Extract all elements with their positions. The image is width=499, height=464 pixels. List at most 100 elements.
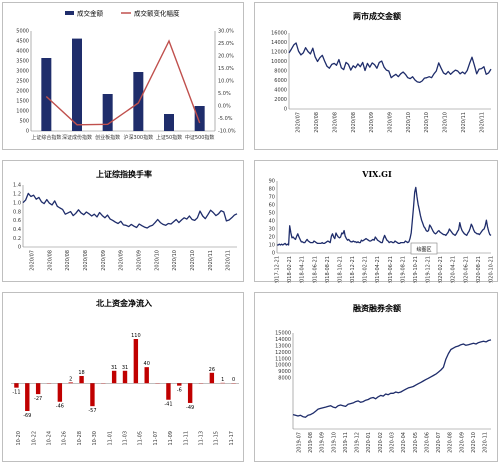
data-label: -57 xyxy=(88,408,96,414)
x-tick-label: 2020-08 xyxy=(448,432,454,453)
data-label: 2 xyxy=(69,376,72,382)
y2-tick-label: -5.0% xyxy=(218,116,233,122)
y-tick-label: 0.2 xyxy=(13,236,21,242)
data-label: -46 xyxy=(56,404,64,410)
x-tick-label: 2019-10-21 xyxy=(413,256,419,283)
legend-label-line: 成交额变化幅度 xyxy=(134,9,180,18)
bar xyxy=(164,114,174,131)
y-tick-label: 3500 xyxy=(16,59,29,65)
bar xyxy=(122,370,128,384)
bar xyxy=(68,382,73,384)
x-tick-label: 10-28 xyxy=(77,431,83,446)
y-tick-label: 12000 xyxy=(271,50,287,56)
y-tick-label: 500 xyxy=(19,119,29,125)
y-tick-label: 50 xyxy=(269,211,275,217)
x-tick-label: 2018-08-21 xyxy=(325,256,331,283)
x-tick-label: 2020-10-21 xyxy=(489,256,495,283)
x-tick-label: 10-20 xyxy=(16,431,22,446)
y-tick-label: 60 xyxy=(269,203,275,209)
data-label: 110 xyxy=(131,333,141,339)
x-tick-label: 2020/10 xyxy=(154,250,160,271)
bar xyxy=(187,383,193,403)
x-tick-label: 11-09 xyxy=(168,431,174,446)
y-tick-label: 2500 xyxy=(16,79,29,85)
x-tick-label: 2020/11 xyxy=(479,112,485,133)
y-tick-label: 90 xyxy=(269,179,275,185)
x-tick-label: 2017-12-21 xyxy=(275,256,281,283)
turnover-line xyxy=(288,42,492,84)
data-label: -27 xyxy=(34,396,42,402)
data-label: 18 xyxy=(78,370,84,376)
y-tick-label: 1.0 xyxy=(13,200,21,206)
x-tick-label: 深证成份指数 xyxy=(62,134,92,141)
bar xyxy=(25,383,30,411)
northbound-flow-chart: 北上资金净流入 -11 -69 -27 -46 2 18 -57 31 31 110 40 -41 -6 -… xyxy=(11,298,239,446)
bar xyxy=(79,376,84,384)
turnover-by-index-chart: 成交金额 成交额变化幅度 0 500 1000 1500 2000 2500 3000 3500 4… xyxy=(16,9,236,142)
x-tick-label: 2019-04-21 xyxy=(375,256,381,283)
x-tick-label: 2020-03 xyxy=(390,432,396,453)
x-tick-label: 2019-10 xyxy=(331,432,337,453)
y2-tick-label: 0.0% xyxy=(218,104,231,110)
y-tick-label: 0.8 xyxy=(13,209,21,215)
chart-panel-turnover-by-index: 成交金额 成交额变化幅度 0 500 1000 1500 2000 2500 3000 3500 4… xyxy=(2,2,244,150)
x-tick-label: 中证500指数 xyxy=(185,134,215,141)
y2-tick-label: 10.0% xyxy=(218,79,234,85)
x-tick-label: 2020-10 xyxy=(471,432,477,453)
y-tick-label: 10000 xyxy=(271,59,287,65)
y2-tick-label: -10.0% xyxy=(218,129,236,135)
data-label: 26 xyxy=(209,367,215,373)
x-tick-label: 2019-12 xyxy=(355,432,361,453)
chart-title: VIX.GI xyxy=(361,169,392,179)
y-tick-label: 11000 xyxy=(275,356,291,362)
x-tick-label: 2020-09 xyxy=(459,432,465,453)
y-tick-label: 14000 xyxy=(271,40,287,46)
y-tick-label: 15000 xyxy=(275,331,291,337)
x-tick-label: 2018-02-21 xyxy=(287,256,293,283)
x-tick-label: 2020-02 xyxy=(378,432,384,453)
x-tick-label: 上证50指数 xyxy=(156,134,182,141)
y-tick-label: 0 xyxy=(26,129,29,135)
y2-tick-label: 25.0% xyxy=(218,41,234,47)
data-label: 31 xyxy=(122,365,128,371)
data-label: -41 xyxy=(164,402,172,408)
chart-panel-vix: VIX.GI 0 10 20 30 40 50 60 70 80 90 2017-12-21 2018-… xyxy=(254,160,498,283)
y-tick-label: 40 xyxy=(269,219,275,225)
chart-panel-sse-turnover-rate: 上证综指换手率 0 0.2 0.4 0.6 0.8 1.0 1.2 1.4 2020/07 2020… xyxy=(2,160,244,282)
y-tick-label: 2000 xyxy=(274,97,287,103)
y-tick-label: 3000 xyxy=(16,69,29,75)
legend-label-bar: 成交金额 xyxy=(77,9,104,18)
margin-balance-chart: 融资融券余额 8000900010000110001200013000140001… xyxy=(275,303,492,453)
x-tick-label: 2020/10 xyxy=(406,112,412,133)
x-tick-label: 2019-08 xyxy=(308,432,314,453)
y-tick-label: 5000 xyxy=(16,29,29,35)
y-tick-label: 8000 xyxy=(274,69,287,75)
y2-tick-label: 20.0% xyxy=(218,54,234,60)
x-tick-label: 2020-05 xyxy=(413,432,419,453)
x-tick-label: 2020/11 xyxy=(226,250,232,271)
y-tick-label: 4500 xyxy=(16,39,29,45)
bar xyxy=(72,38,82,131)
y-tick-label: 0.4 xyxy=(13,227,21,233)
bar xyxy=(133,339,139,384)
x-tick-label: 2020-06 xyxy=(424,432,430,453)
x-tick-label: 2020/09 xyxy=(136,250,142,271)
x-tick-label: 2020/08 xyxy=(314,112,320,133)
x-tick-label: 上证综合指数 xyxy=(31,134,61,141)
x-tick-label: 2020-04-21 xyxy=(451,256,457,283)
plot-area-tooltip xyxy=(410,242,438,255)
x-tick-label: 11-11 xyxy=(183,431,189,446)
x-tick-label: 2020-04 xyxy=(401,432,407,453)
x-tick-label: 2019-07 xyxy=(296,432,302,453)
x-tick-label: 2020/09 xyxy=(101,250,107,271)
y-tick-label: 16000 xyxy=(271,31,287,37)
x-tick-label: 2020-08-21 xyxy=(476,256,482,283)
x-tick-label: 10-24 xyxy=(47,431,53,446)
x-tick-label: 2019-02-21 xyxy=(363,256,369,283)
x-tick-label: 2018-12-21 xyxy=(350,256,356,283)
x-tick-label: 2018-04-21 xyxy=(300,256,306,283)
chart-panel-margin-balance: 融资融券余额 8000 9000 10000 11000 12000 13000 14000 1… xyxy=(254,292,498,462)
vix-chart: VIX.GI 0 10 20 30 40 50 60 70 80 90 2017-12-21 2018-… xyxy=(269,169,495,283)
data-label: 0 xyxy=(232,377,235,383)
y-tick-label: 12000 xyxy=(275,350,291,356)
